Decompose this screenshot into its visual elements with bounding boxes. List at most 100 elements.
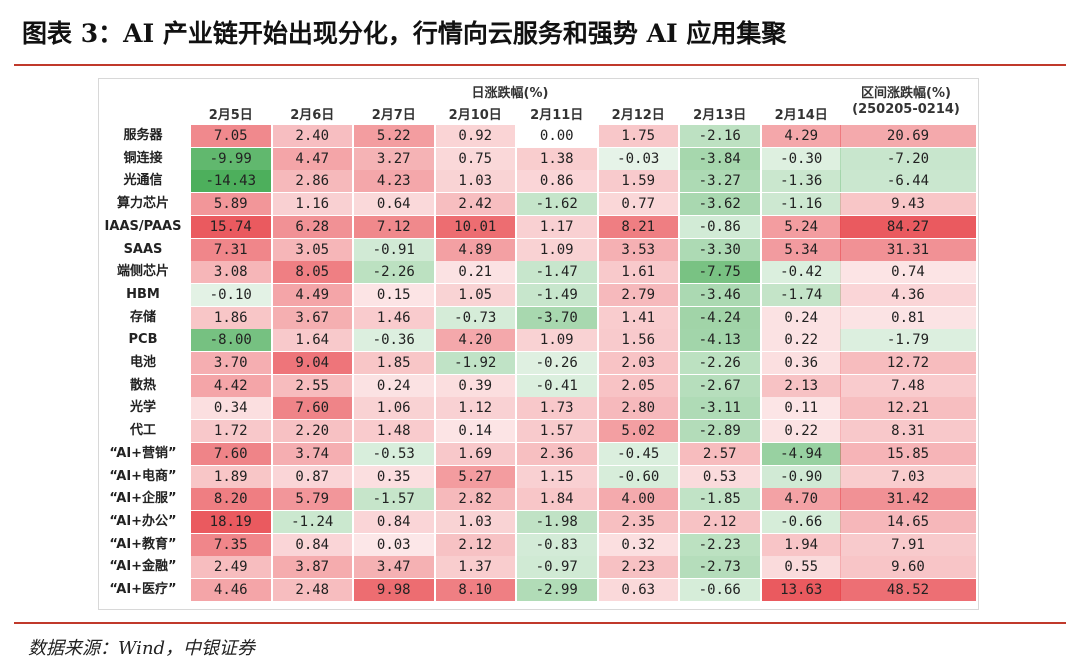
daily-change-cell: 1.41 <box>598 306 678 329</box>
daily-change-cell: 4.23 <box>354 170 434 193</box>
daily-change-cell: -0.03 <box>598 147 678 170</box>
row-label: “AI+营销” <box>109 445 177 461</box>
daily-change-cell: 2.23 <box>598 556 678 579</box>
daily-change-cell: 1.17 <box>517 215 597 238</box>
daily-change-cell: 3.47 <box>354 556 434 579</box>
daily-change-cell: 0.22 <box>761 329 841 352</box>
daily-change-cell: 1.03 <box>435 510 515 533</box>
daily-change-cell: 1.12 <box>435 397 515 420</box>
daily-change-cell: 1.16 <box>272 193 352 216</box>
daily-change-cell: -2.23 <box>680 533 760 556</box>
daily-change-cell: -1.47 <box>517 261 597 284</box>
daily-change-cell: 0.36 <box>761 352 841 374</box>
daily-change-cell: 0.84 <box>354 510 434 533</box>
daily-change-cell: 15.74 <box>191 215 271 238</box>
daily-change-cell: 3.70 <box>191 352 271 374</box>
range-change-cell: 12.72 <box>840 352 976 374</box>
daily-change-cell: 2.35 <box>598 510 678 533</box>
daily-change-cell: -0.66 <box>761 510 841 533</box>
daily-change-cell: 0.77 <box>598 193 678 216</box>
daily-change-cell: 0.84 <box>272 533 352 556</box>
daily-change-cell: 0.22 <box>761 420 841 443</box>
daily-change-cell: 4.42 <box>191 374 271 397</box>
daily-change-cell: 3.05 <box>272 238 352 261</box>
daily-change-cell: 3.87 <box>272 556 352 579</box>
daily-change-cell: -1.57 <box>354 488 434 511</box>
daily-change-cell: 0.03 <box>354 533 434 556</box>
daily-change-cell: -2.67 <box>680 374 760 397</box>
row-label: “AI+金融” <box>109 559 177 575</box>
daily-change-cell: -3.62 <box>680 193 760 216</box>
daily-change-cell: -4.94 <box>761 442 841 465</box>
range-change-cell: 15.85 <box>840 442 976 465</box>
daily-change-cell: 7.31 <box>191 238 271 261</box>
daily-change-cell: 4.46 <box>191 579 271 601</box>
date-header: 2月12日 <box>611 108 665 123</box>
range-change-cell: 84.27 <box>840 215 976 238</box>
daily-change-cell: 1.72 <box>191 420 271 443</box>
daily-change-cell: 1.69 <box>435 442 515 465</box>
daily-change-cell: -0.26 <box>517 352 597 374</box>
row-label: 代工 <box>129 423 156 439</box>
daily-change-cell: 2.03 <box>598 352 678 374</box>
daily-change-cell: 1.03 <box>435 170 515 193</box>
daily-change-cell: 18.19 <box>191 510 271 533</box>
daily-change-cell: 4.47 <box>272 147 352 170</box>
daily-change-cell: 2.12 <box>680 510 760 533</box>
daily-change-cell: 0.24 <box>354 374 434 397</box>
daily-change-cell: -0.30 <box>761 147 841 170</box>
range-change-cell: 0.81 <box>840 306 976 329</box>
daily-change-cell: 1.57 <box>517 420 597 443</box>
daily-change-cell: 5.89 <box>191 193 271 216</box>
daily-change-cell: 7.35 <box>191 533 271 556</box>
date-header: 2月6日 <box>290 108 335 123</box>
row-label: 存储 <box>129 309 156 325</box>
daily-change-cell: -1.24 <box>272 510 352 533</box>
daily-change-cell: 2.12 <box>435 533 515 556</box>
daily-change-cell: 7.12 <box>354 215 434 238</box>
date-header: 2月10日 <box>448 108 502 123</box>
daily-change-cell: -1.98 <box>517 510 597 533</box>
range-change-cell: 31.31 <box>840 238 976 261</box>
row-label: 光学 <box>129 400 156 416</box>
daily-change-cell: 3.27 <box>354 147 434 170</box>
daily-change-cell: 7.60 <box>272 397 352 420</box>
row-label: IAAS/PAAS <box>104 218 182 234</box>
daily-change-cell: 2.79 <box>598 283 678 306</box>
daily-change-cell: 2.36 <box>517 442 597 465</box>
daily-change-cell: 0.86 <box>517 170 597 193</box>
daily-change-cell: 4.89 <box>435 238 515 261</box>
daily-change-cell: 8.21 <box>598 215 678 238</box>
range-change-cell: -7.20 <box>840 147 976 170</box>
range-change-cell: 7.48 <box>840 374 976 397</box>
daily-change-cell: 1.46 <box>354 306 434 329</box>
daily-change-cell: 0.14 <box>435 420 515 443</box>
daily-change-cell: 1.89 <box>191 465 271 488</box>
row-label: PCB <box>128 332 158 348</box>
daily-change-cell: -1.49 <box>517 283 597 306</box>
daily-change-cell: 0.00 <box>517 125 597 147</box>
daily-change-cell: 0.55 <box>761 556 841 579</box>
row-label: 算力芯片 <box>116 196 169 212</box>
daily-change-cell: 2.82 <box>435 488 515 511</box>
range-change-cell: 8.31 <box>840 420 976 443</box>
daily-change-cell: 4.00 <box>598 488 678 511</box>
daily-change-cell: 0.53 <box>680 465 760 488</box>
daily-change-cell: 1.15 <box>517 465 597 488</box>
daily-change-cell: 2.49 <box>191 556 271 579</box>
row-label: “AI+办公” <box>109 513 177 529</box>
daily-change-cell: -0.86 <box>680 215 760 238</box>
range-change-cell: 7.91 <box>840 533 976 556</box>
daily-change-cell: 10.01 <box>435 215 515 238</box>
daily-change-header: 日涨跌幅(%) <box>471 86 549 101</box>
row-label: “AI+教育” <box>109 536 177 552</box>
daily-change-cell: 1.48 <box>354 420 434 443</box>
daily-change-cell: -3.84 <box>680 147 760 170</box>
date-header: 2月5日 <box>208 108 253 123</box>
daily-change-cell: -7.75 <box>680 261 760 284</box>
daily-change-cell: -0.36 <box>354 329 434 352</box>
daily-change-cell: 3.53 <box>598 238 678 261</box>
range-change-cell: 9.43 <box>840 193 976 216</box>
daily-change-cell: 0.32 <box>598 533 678 556</box>
daily-change-cell: 0.15 <box>354 283 434 306</box>
